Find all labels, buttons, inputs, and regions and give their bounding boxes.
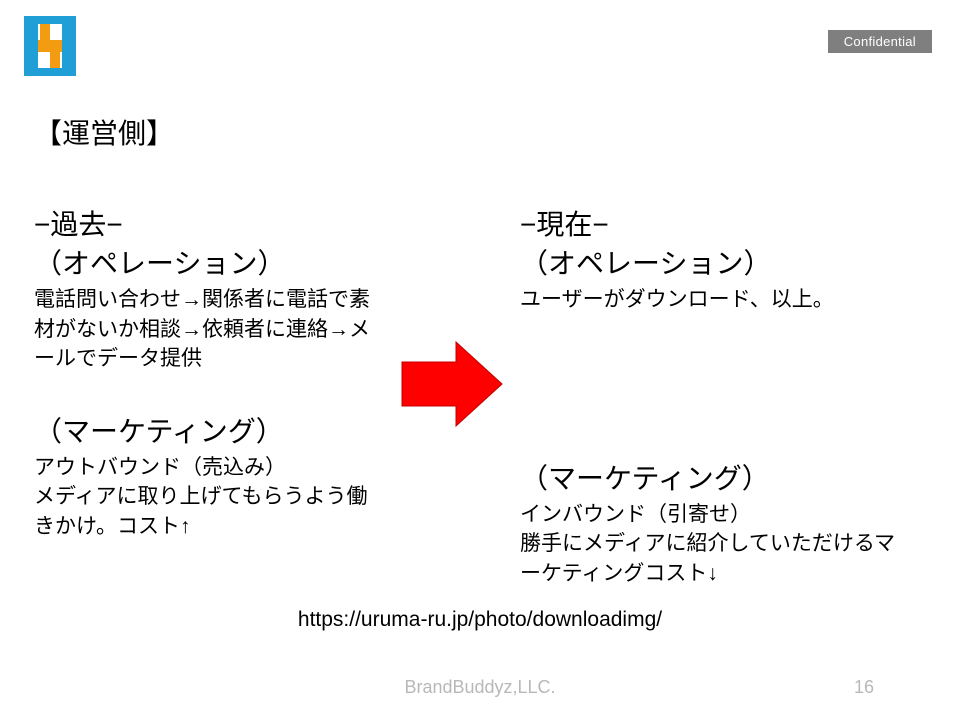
left-era-label: −過去− <box>34 205 384 244</box>
right-column: −現在− （オペレーション） ユーザーがダウンロード、以上。 （マーケティング）… <box>520 205 900 588</box>
left-column: −過去− （オペレーション） 電話問い合わせ→関係者に電話で素材がないか相談→依… <box>34 205 384 541</box>
brand-logo <box>18 14 82 78</box>
right-operation-body: ユーザーがダウンロード、以上。 <box>520 285 900 314</box>
source-url: https://uruma-ru.jp/photo/downloadimg/ <box>298 608 662 632</box>
arrow-icon <box>398 340 504 428</box>
left-operation-body: 電話問い合わせ→関係者に電話で素材がないか相談→依頼者に連絡→メールでデータ提供 <box>34 285 384 373</box>
confidential-badge: Confidential <box>828 30 932 53</box>
right-marketing-label: （マーケティング） <box>520 459 900 498</box>
left-marketing-label: （マーケティング） <box>34 412 384 451</box>
right-era-label: −現在− <box>520 205 900 244</box>
slide-title: 【運営側】 <box>34 112 174 152</box>
right-operation-label: （オペレーション） <box>520 244 900 283</box>
left-operation-label: （オペレーション） <box>34 244 384 283</box>
page-number: 16 <box>854 677 874 698</box>
left-marketing-body: アウトバウンド（売込み）メディアに取り上げてもらうよう働きかけ。コスト↑ <box>34 453 384 541</box>
footer-company: BrandBuddyz,LLC. <box>404 677 555 698</box>
right-marketing-body: インバウンド（引寄せ）勝手にメディアに紹介していただけるマーケティングコスト↓ <box>520 500 900 588</box>
